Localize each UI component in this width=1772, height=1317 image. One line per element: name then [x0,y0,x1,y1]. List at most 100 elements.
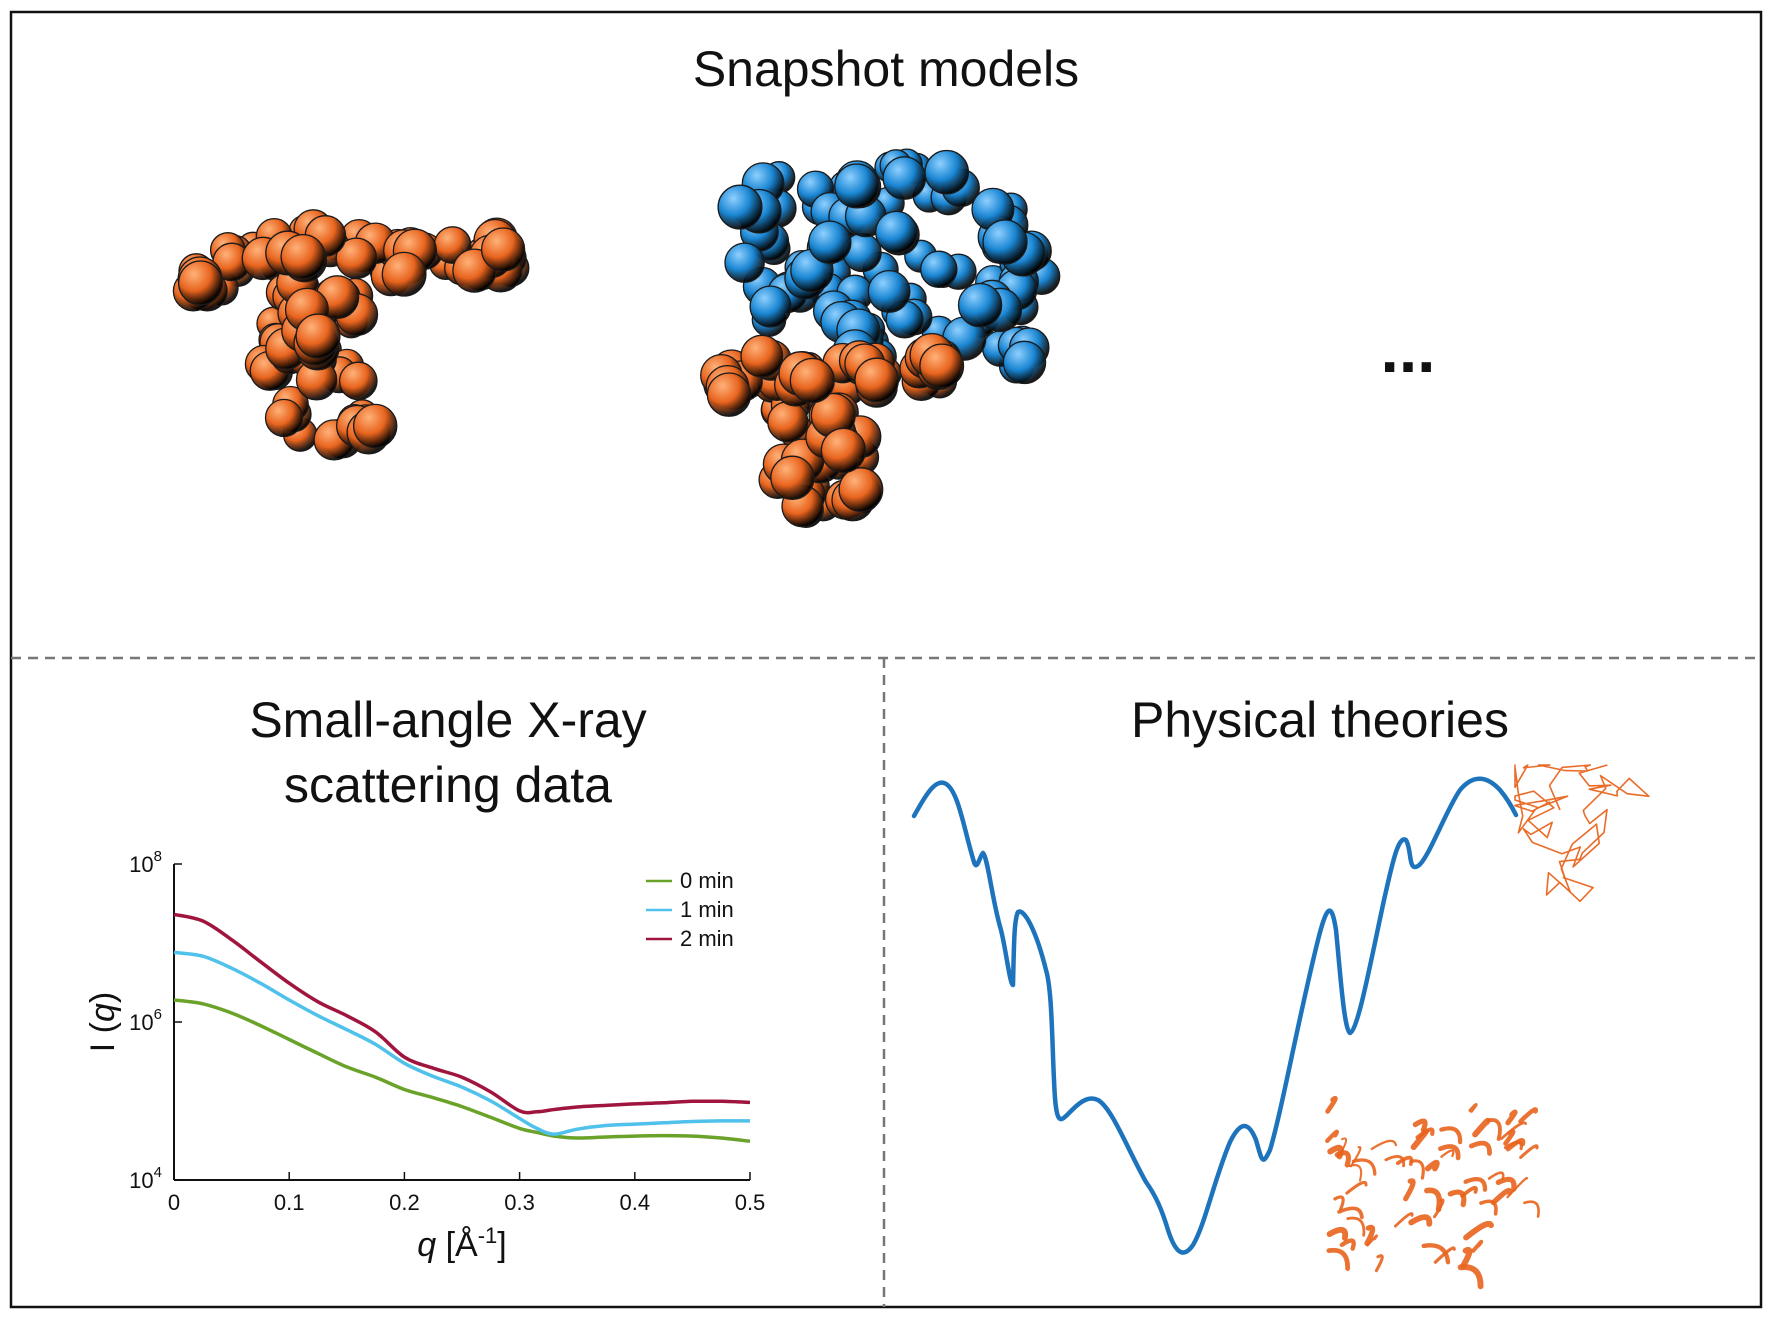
series-line-2-min [173,912,751,1115]
ribbon-segment [1424,1159,1440,1172]
physical-theories-title: Physical theories [1131,692,1509,748]
series-line-0-min [173,998,751,1143]
ribbon-segment [1472,1117,1491,1138]
atom-sphere [280,233,326,280]
ribbon-segment [1364,1224,1376,1246]
atom-sphere [808,220,852,264]
y-tick-label: 104 [129,1164,162,1193]
atom-sphere [724,242,765,283]
atom-sphere [838,467,884,513]
ribbon-segment [1370,1139,1398,1151]
ribbon-segment [1506,1176,1529,1199]
ribbon-segment [1334,1150,1351,1168]
atom-sphere [335,237,378,280]
unfolded-protein-ribbon [1514,764,1650,903]
ribbon-segment [1500,1121,1527,1140]
ribbon-segment [1424,1187,1443,1213]
legend-label: 1 min [680,897,734,922]
x-axis-label: q [Å-1] [417,1223,507,1264]
atom-sphere [1002,340,1047,385]
snapshot-model-2-orange-domain [700,332,965,528]
atom-sphere [480,227,526,272]
legend-label: 0 min [680,868,734,893]
figure-border [9,10,1763,1309]
atom-sphere [854,357,900,403]
atom-sphere [352,403,398,449]
ribbon-segment [1346,1216,1366,1237]
ribbon-segment [1326,1226,1349,1241]
atom-sphere [920,250,958,289]
ribbon-segment [1351,1158,1377,1176]
atom-sphere [338,361,378,401]
atom-sphere [882,156,927,200]
ribbon-segment [1486,1117,1502,1141]
atom-sphere [177,260,224,306]
x-tick-label: 0.1 [274,1190,305,1215]
ribbon-segment [1339,1238,1356,1251]
atom-sphere [919,343,965,389]
saxs-panel-title-line1: Small-angle X-ray [249,692,646,748]
ribbon-segment [1523,1200,1540,1218]
ribbon-segment [1479,1199,1498,1216]
free-energy-landscape-curve [911,776,1519,1255]
ribbon-segment [1460,1185,1478,1198]
folded-protein-ribbon [1325,1095,1540,1290]
ribbon-segment [1447,1189,1467,1208]
ribbon-segment [1471,1239,1484,1253]
ribbon-segment [1409,1159,1425,1180]
atom-sphere [717,184,763,230]
ribbon-segment [1384,1154,1406,1168]
atom-sphere [770,455,815,501]
ribbon-segment [1325,1129,1339,1144]
ribbon-segment [1345,1180,1368,1195]
ribbon-segment [1490,1187,1513,1206]
atom-sphere [381,251,427,297]
ribbon-segment [1408,1214,1433,1227]
ribbon-trace [1514,764,1650,903]
saxs-panel-title-line2: scattering data [284,757,612,813]
ribbon-segment [1519,1144,1539,1159]
saxs-chart: 0 0.1 0.2 0.3 0.4 0.5 104 106 108 q [Å-1] I (q) 0 m… [84,848,765,1264]
y-tick-label: 108 [129,848,162,877]
x-tick-label: 0.2 [389,1190,420,1215]
ribbon-segment [1439,1126,1463,1145]
legend-label: 2 min [680,926,734,951]
ribbon-segment [1374,1254,1384,1273]
ribbon-segment [1349,1146,1362,1168]
atom-sphere [740,334,784,378]
continuation-ellipsis: ... [1380,312,1435,386]
ribbon-segment [1463,1220,1494,1241]
y-tick-label: 106 [129,1006,162,1035]
atom-sphere [957,282,1003,328]
y-axis-label: I (q) [84,992,122,1052]
ribbon-segment [1394,1212,1414,1228]
ribbon-segment [1348,1164,1363,1182]
x-tick-label: 0.5 [735,1190,766,1215]
atom-sphere [706,372,752,417]
ribbon-segment [1495,1176,1517,1192]
ribbon-segment [1505,1109,1518,1126]
ribbon-segment [1433,1246,1456,1264]
atom-sphere [875,210,918,254]
ribbon-segment [1421,1243,1451,1265]
ribbon-segment [1518,1107,1538,1124]
x-tick-label: 0.3 [504,1190,535,1215]
x-tick-label: 0.4 [620,1190,651,1215]
ribbon-segment [1325,1095,1338,1114]
atom-sphere [867,269,911,313]
ribbon-segment [1469,1140,1492,1156]
atom-sphere [295,313,341,359]
ribbon-segment [1403,1178,1416,1202]
ribbon-segment [1333,1195,1345,1211]
ribbon-segment [1326,1247,1351,1271]
ribbon-segment [1410,1128,1429,1151]
atom-sphere [264,398,304,438]
ribbon-segment [1337,1206,1364,1220]
top-panel-title: Snapshot models [693,41,1079,97]
atom-sphere [834,163,880,209]
ribbon-segment [1438,1144,1461,1161]
atom-sphere [982,219,1028,265]
ribbon-segment [1457,1264,1484,1290]
atom-sphere [767,401,809,443]
